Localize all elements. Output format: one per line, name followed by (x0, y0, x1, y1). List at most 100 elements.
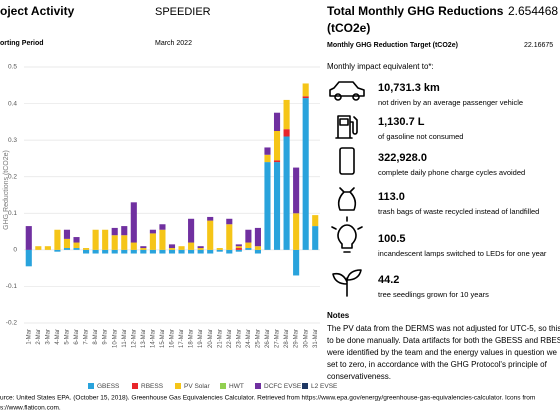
bar-segment (63, 229, 71, 239)
bar-segment (245, 248, 252, 250)
impact-text: complete daily phone charge cycles avoid… (378, 168, 525, 177)
bar-segment (54, 229, 61, 250)
bar-segment (207, 220, 214, 250)
notes-line: to be done manually. Data artifacts for … (327, 336, 560, 345)
bar-segment (254, 249, 261, 254)
bar-segment (245, 229, 252, 243)
impact-text: tree seedlings grown for 10 years (378, 290, 489, 299)
x-tick-label: 24-Mar (246, 329, 252, 348)
notes-line: The PV data from the DERMS was not adjus… (327, 324, 560, 333)
x-tick-label: 3-Mar (45, 329, 51, 345)
bar-segment (73, 248, 80, 250)
project-label: oject Activity (0, 4, 75, 18)
x-tick-label: 11-Mar (122, 329, 128, 348)
notes-line: conservativeness. (327, 372, 391, 381)
x-tick-label: 15-Mar (160, 329, 166, 348)
icons (329, 81, 365, 297)
x-tick-label: 17-Mar (179, 329, 185, 348)
impact-text: not driven by an average passenger vehic… (378, 98, 523, 107)
bar-segment (159, 249, 166, 254)
total-value: 2.654468 (508, 4, 558, 18)
impact-value: 44.2 (378, 274, 399, 286)
x-tick-label: 13-Mar (141, 329, 147, 348)
legend-label: L2 EVSE (311, 383, 338, 390)
bar-segment (130, 202, 137, 243)
bar-segment (312, 215, 319, 227)
legend-label: PV Solar (184, 383, 210, 390)
x-tick-label: 6-Mar (74, 329, 80, 345)
x-tick-label: 20-Mar (208, 329, 214, 348)
bar-segment (207, 216, 214, 221)
legend-label: GBESS (97, 383, 120, 390)
bar-segment (293, 213, 300, 250)
bar-segment (293, 167, 300, 214)
bar-segment (264, 154, 271, 163)
bar-segment (168, 248, 176, 250)
notes: The PV data from the DERMS was not adjus… (326, 324, 560, 381)
impact-list: 10,731.3 km not driven by an average pass… (378, 82, 547, 299)
y-tick-label: 0.5 (8, 64, 17, 71)
bar-segment (178, 249, 185, 254)
bar-segment (226, 224, 233, 250)
x-tick-label: 26-Mar (265, 329, 271, 348)
bar-segment (235, 249, 242, 252)
y-axis-label: GHG Reductions (tCO2e) (3, 150, 10, 230)
bar-segment (302, 83, 309, 97)
impact-text: of gasoline not consumed (378, 132, 463, 141)
bar-segment (188, 249, 195, 254)
legend-swatch (88, 383, 94, 389)
bar-segment (178, 246, 185, 250)
bar-segment (197, 248, 204, 250)
y-tick-label: 0.2 (8, 173, 17, 180)
bar-segment (226, 218, 233, 225)
x-tick-label: 27-Mar (275, 329, 281, 348)
footer-line: s://www.flaticon.com. (0, 405, 61, 412)
x-tick-label: 2-Mar (36, 329, 42, 345)
x-tick-label: 5-Mar (65, 329, 71, 345)
bar-segment (102, 249, 109, 254)
bar-segment (273, 112, 281, 131)
legend-label: RBESS (141, 383, 164, 390)
impact-value: 10,731.3 km (378, 82, 440, 94)
gas-icon (335, 115, 358, 139)
car-icon (334, 93, 342, 101)
period-label: orting Period (0, 40, 44, 47)
impact-text: incandescent lamps switched to LEDs for … (378, 249, 547, 258)
bar-segment (111, 235, 118, 250)
x-tick-label: 31-Mar (313, 329, 319, 348)
bar-segment (63, 238, 71, 249)
x-tick-label: 18-Mar (189, 329, 195, 348)
bar-segment (149, 249, 156, 254)
x-tick-label: 30-Mar (303, 329, 309, 348)
bar-segment (197, 249, 204, 254)
plant-icon (332, 269, 362, 297)
x-tick-label: 19-Mar (198, 329, 204, 348)
bar-segment (312, 226, 319, 250)
bar-segment (25, 249, 32, 267)
bar-segment (35, 246, 42, 250)
bar-segment (159, 229, 166, 250)
bar-segment (235, 248, 242, 250)
legend-label: HWT (229, 383, 244, 390)
bar-segment (226, 249, 233, 254)
impact-value: 113.0 (378, 191, 405, 203)
bar-segment (235, 244, 242, 247)
x-tick-label: 16-Mar (170, 329, 176, 348)
bar-segment (254, 246, 261, 250)
bar-segment (73, 242, 80, 249)
bar-segment (121, 249, 128, 254)
bar-segment (273, 131, 281, 161)
x-tick-label: 12-Mar (131, 329, 137, 348)
x-tick-label: 4-Mar (55, 329, 61, 345)
y-tick-label: 0.3 (8, 137, 17, 144)
impact-text: trash bags of waste recycled instead of … (378, 207, 539, 216)
period: March 2022 (155, 40, 192, 47)
bar-segment (140, 249, 147, 254)
x-tick-label: 23-Mar (236, 329, 242, 348)
y-tick-label: -0.2 (6, 320, 18, 327)
notes-title: Notes (327, 311, 350, 320)
bar-segment (264, 162, 271, 250)
legend-swatch (220, 383, 226, 389)
bar-segment (73, 237, 80, 243)
x-tick-label: 10-Mar (112, 329, 118, 348)
